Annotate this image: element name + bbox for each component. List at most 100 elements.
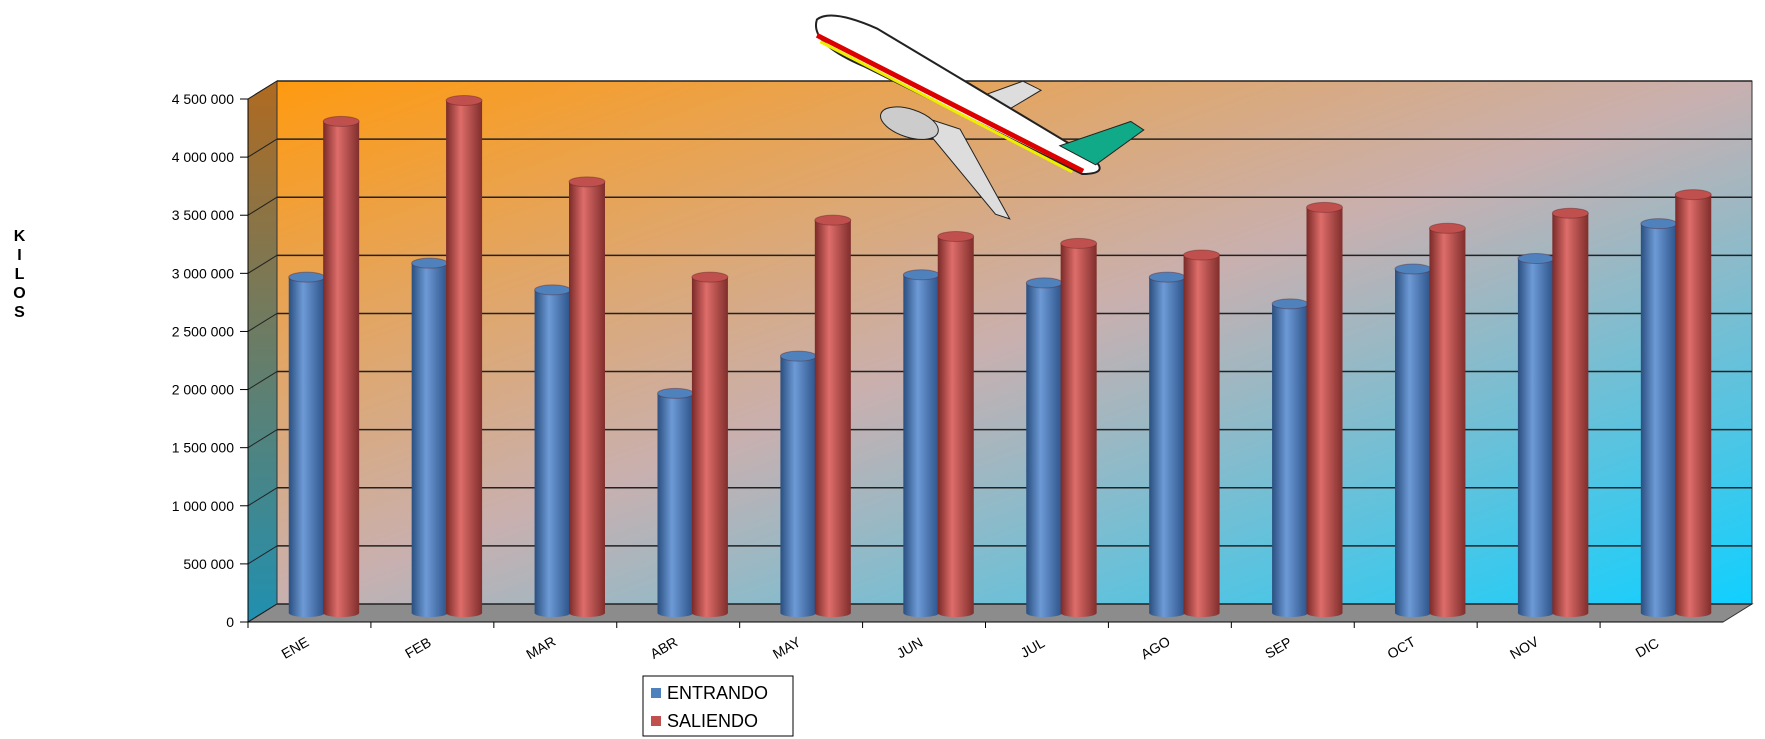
- bar: [1026, 282, 1063, 613]
- x-tick-label: JUN: [894, 634, 926, 661]
- bar: [691, 277, 728, 613]
- bar-top: [534, 284, 572, 296]
- x-tick-label: NOV: [1507, 633, 1542, 662]
- x-tick-label: ABR: [647, 634, 680, 662]
- x-tick-label: JUL: [1018, 634, 1048, 660]
- y-tick-label: 2 000 000: [172, 382, 234, 398]
- bar: [1149, 277, 1186, 613]
- bar-top: [779, 350, 817, 362]
- bar-base: [1272, 609, 1309, 617]
- grid-side: [247, 313, 278, 332]
- bar: [1429, 228, 1466, 613]
- bar: [1060, 243, 1097, 613]
- bar: [446, 100, 483, 613]
- grid-side: [247, 429, 278, 449]
- legend-label: SALIENDO: [667, 711, 758, 731]
- x-tick-label: MAR: [523, 633, 558, 662]
- bar: [903, 274, 940, 613]
- bar-top: [691, 271, 729, 283]
- bar-top: [1428, 222, 1466, 234]
- bar-base: [1395, 609, 1431, 617]
- y-tick-label: 3 000 000: [172, 265, 234, 281]
- bar-base: [1429, 609, 1466, 617]
- bar: [323, 121, 360, 613]
- x-tick-label: AGO: [1138, 633, 1173, 662]
- x-tick-label: ENE: [278, 634, 311, 662]
- y-tick-label: 2 500 000: [172, 323, 234, 339]
- grid-side: [247, 603, 278, 623]
- bar-base: [1640, 609, 1677, 617]
- bar-top: [657, 387, 694, 399]
- bar: [1306, 207, 1343, 613]
- bar-top: [1025, 277, 1063, 289]
- bar-top: [814, 214, 852, 226]
- legend-swatch: [651, 688, 661, 698]
- bar-top: [1060, 237, 1098, 249]
- bar: [780, 356, 817, 613]
- bar: [1183, 255, 1220, 613]
- bar-base: [569, 609, 605, 617]
- bar-top: [322, 115, 360, 127]
- bar-base: [534, 609, 571, 617]
- bar: [1675, 194, 1712, 613]
- bar: [411, 263, 448, 613]
- bar-base: [1675, 609, 1712, 617]
- bar-base: [1552, 609, 1589, 617]
- bar: [1552, 213, 1589, 613]
- bar-base: [814, 609, 851, 617]
- grid-side: [247, 487, 278, 507]
- grid-side: [247, 545, 278, 565]
- y-tick-label: 0: [226, 614, 234, 630]
- bar-top: [1640, 218, 1678, 230]
- bar-base: [657, 609, 694, 617]
- y-tick-label: 4 000 000: [172, 149, 234, 165]
- bar-base: [1306, 609, 1343, 617]
- bar-base: [937, 609, 974, 617]
- bar: [1395, 268, 1431, 613]
- bar: [1640, 223, 1677, 613]
- bar-top: [445, 94, 483, 106]
- bar-base: [1517, 609, 1554, 617]
- y-axis-title: KILOS: [11, 228, 28, 323]
- y-tick-label: 4 500 000: [172, 91, 234, 107]
- bar-base: [903, 609, 940, 617]
- bar: [937, 236, 974, 613]
- bar-top: [1517, 253, 1555, 265]
- bar-base: [446, 609, 483, 617]
- legend-box: [642, 675, 794, 737]
- bar-base: [323, 609, 360, 617]
- y-tick-label: 3 500 000: [172, 207, 234, 223]
- x-tick-label: DIC: [1633, 635, 1662, 661]
- bar-base: [1149, 609, 1186, 617]
- grid-side: [247, 371, 278, 390]
- legend-label: ENTRANDO: [667, 683, 768, 703]
- bar-top: [1551, 207, 1589, 219]
- bar-top: [1148, 271, 1186, 283]
- bar-top: [902, 269, 940, 281]
- grid-side: [247, 80, 278, 100]
- grid-side: [247, 138, 278, 158]
- bar-top: [1394, 263, 1432, 275]
- bar: [657, 393, 694, 613]
- bar: [569, 181, 605, 613]
- legend-swatch: [651, 716, 661, 726]
- bar-top: [1306, 201, 1343, 213]
- x-tick-label: SEP: [1262, 634, 1294, 662]
- x-tick-label: FEB: [402, 634, 434, 661]
- bar: [1272, 303, 1309, 613]
- y-tick-label: 500 000: [183, 556, 234, 572]
- bar-base: [780, 609, 817, 617]
- bar-top: [288, 271, 326, 283]
- bar-top: [1271, 298, 1309, 310]
- bar-base: [288, 609, 325, 617]
- bar-top: [411, 257, 449, 269]
- y-tick-label: 1 000 000: [172, 498, 234, 514]
- grid-side: [247, 196, 278, 216]
- side-wall: [247, 80, 278, 623]
- x-tick-label: OCT: [1384, 633, 1418, 662]
- bar-base: [691, 609, 728, 617]
- airplane-illustration: [814, 14, 1145, 220]
- bar-base: [411, 609, 448, 617]
